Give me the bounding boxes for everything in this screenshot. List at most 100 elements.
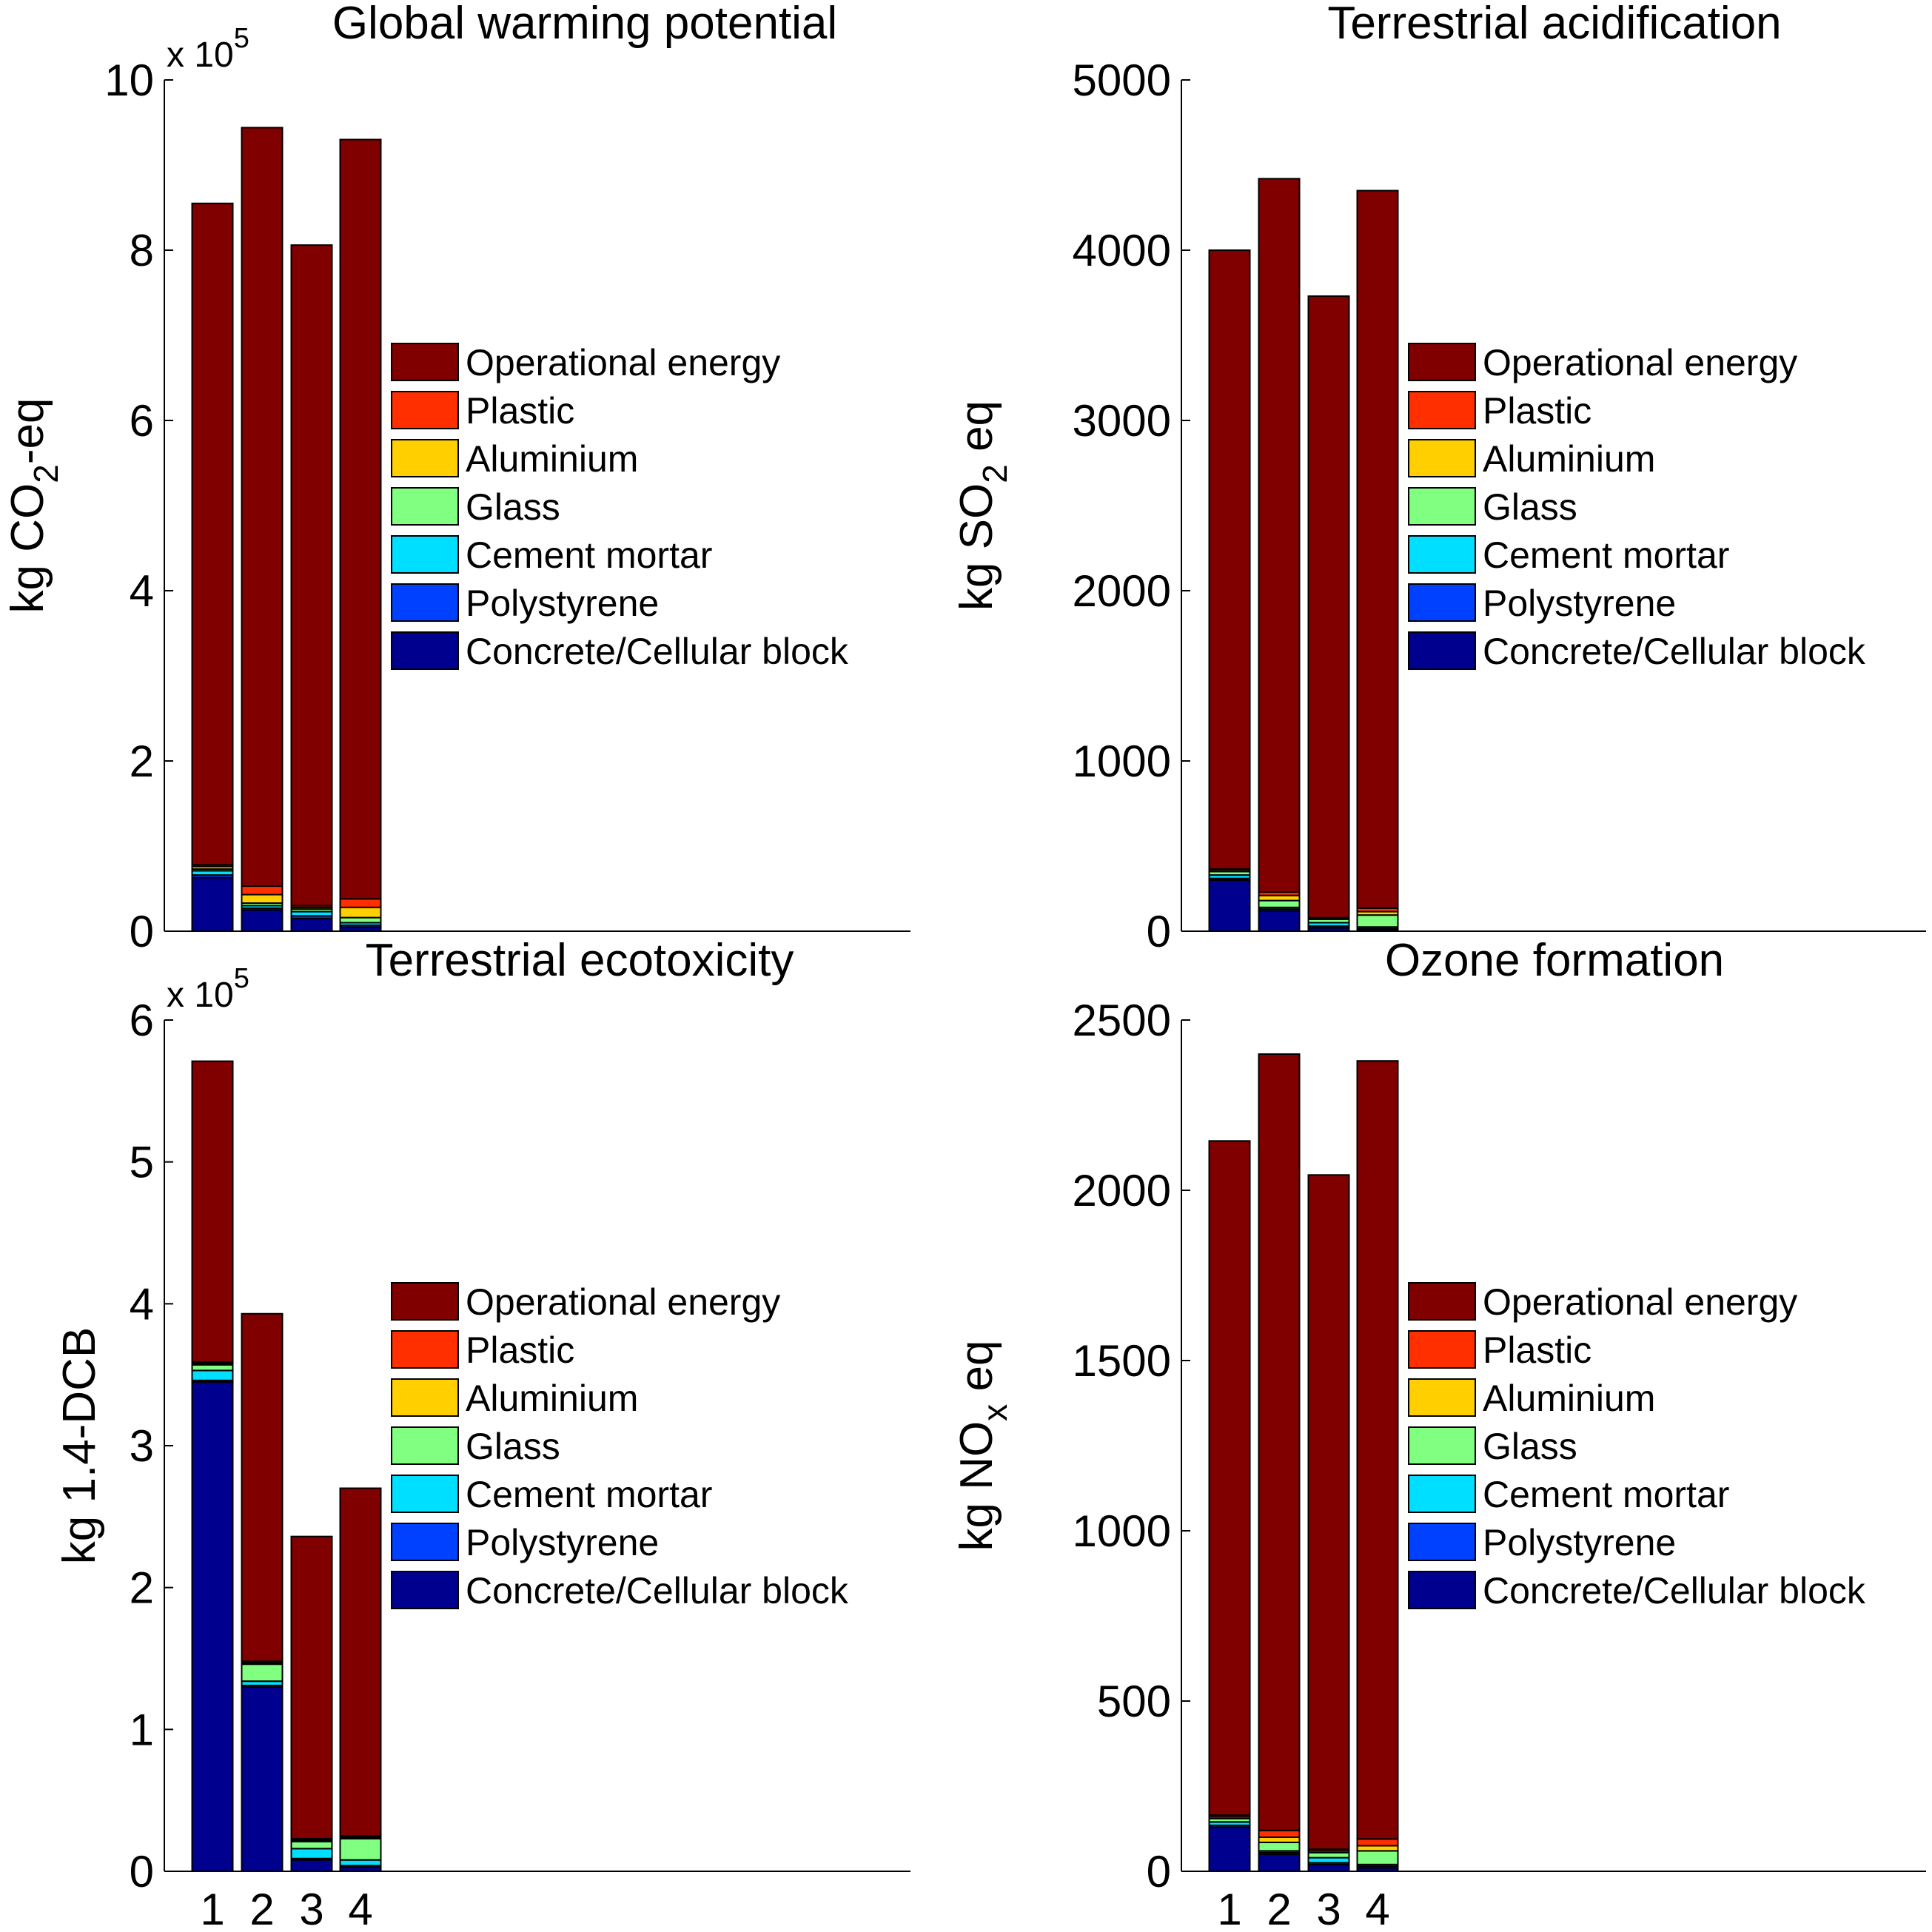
- y-tick-label: 0: [1147, 1847, 1171, 1896]
- legend-swatch: [1408, 1282, 1476, 1321]
- bar-segment: [1307, 1856, 1350, 1864]
- legend: Operational energy Plastic Aluminium Glass C…: [1408, 342, 1866, 672]
- chart-title: Terrestrial ecotoxicity: [366, 935, 794, 986]
- x-tick-label: 4: [348, 1885, 372, 1932]
- y-axis-label: kg CO2-eq: [2, 398, 65, 614]
- bar-segment: [241, 127, 284, 888]
- y-axis-label-tail: eq: [951, 1341, 1002, 1404]
- legend-label: Operational energy: [1483, 1281, 1797, 1323]
- y-axis-label: kg NOx eq: [951, 1341, 1014, 1552]
- axis-exponent-prefix: x 10: [167, 36, 234, 75]
- bar-segment: [339, 906, 382, 919]
- legend-label: Operational energy: [1483, 342, 1797, 383]
- bar-segment: [191, 202, 234, 866]
- bar-segment: [339, 138, 382, 900]
- y-tick-label: 500: [1097, 1677, 1171, 1726]
- y-tick-label: 4: [130, 1279, 154, 1329]
- legend-label: Plastic: [1483, 1329, 1591, 1371]
- y-tick-label: 0: [130, 907, 154, 956]
- legend-label: Concrete/Cellular block: [1483, 631, 1866, 672]
- legend: Operational energy Plastic Aluminium Glass C…: [1408, 1281, 1866, 1611]
- legend-label: Glass: [466, 486, 560, 528]
- y-axis-label-base: kg NO: [951, 1421, 1002, 1552]
- legend-label: Glass: [466, 1426, 560, 1467]
- legend-label: Glass: [1483, 486, 1577, 528]
- legend-swatch: [1408, 343, 1476, 381]
- legend-swatch: [391, 1330, 459, 1369]
- legend-label: Plastic: [466, 390, 574, 432]
- bar-segment: [241, 909, 284, 932]
- legend-swatch: [391, 1282, 459, 1321]
- axis-exponent: x 105: [167, 23, 249, 75]
- legend-label: Operational energy: [466, 1281, 780, 1323]
- chart-title: Terrestrial acidification: [1327, 0, 1781, 49]
- legend-swatch: [391, 583, 459, 622]
- x-tick-label: 2: [1267, 1885, 1291, 1932]
- bar-segment: [241, 1663, 284, 1683]
- x-tick-label: 1: [1217, 1885, 1241, 1932]
- legend-label: Concrete/Cellular block: [466, 631, 849, 672]
- y-tick-label: 0: [1147, 907, 1171, 956]
- bar-segment: [1258, 178, 1301, 893]
- bar-segment: [191, 1060, 234, 1363]
- bar-segment: [1258, 1854, 1301, 1872]
- bar-segment: [191, 1364, 234, 1372]
- axis-exponent-power: 5: [234, 963, 249, 994]
- y-axis-label-base: kg CO: [2, 483, 53, 614]
- legend-label: Cement mortar: [466, 534, 712, 576]
- y-tick-label: 5: [130, 1138, 154, 1187]
- legend-swatch: [1408, 439, 1476, 477]
- chart-panel: Global warming potential 0 2 4 6 8 10 x 105 kg C…: [2, 0, 910, 956]
- y-tick-label: 2000: [1073, 566, 1171, 616]
- y-tick-label: 1: [130, 1705, 154, 1754]
- y-tick-label: 4: [130, 566, 154, 616]
- y-axis-label: kg 1.4-DCB: [54, 1327, 105, 1564]
- y-axis-label-tail: -eq: [2, 398, 53, 465]
- bar-segment: [1208, 1140, 1251, 1817]
- bar-segment: [290, 1840, 333, 1850]
- y-tick-label: 2500: [1073, 996, 1171, 1045]
- bar-segment: [290, 1535, 333, 1839]
- legend: Operational energy Plastic Aluminium Glass C…: [391, 342, 849, 672]
- y-tick-label: 2: [130, 1563, 154, 1613]
- y-tick-label: 3000: [1073, 396, 1171, 446]
- x-tick-label: 1: [200, 1885, 224, 1932]
- bar-segment: [1307, 1174, 1350, 1851]
- legend-swatch: [391, 487, 459, 526]
- legend-swatch: [1408, 1426, 1476, 1465]
- legend-label: Concrete/Cellular block: [466, 1570, 849, 1611]
- y-tick-label: 0: [130, 1847, 154, 1896]
- x-tick-label: 2: [249, 1885, 274, 1932]
- bar-segment: [1307, 1851, 1350, 1859]
- legend-label: Aluminium: [1483, 1378, 1655, 1419]
- bar-segment: [1258, 1837, 1301, 1843]
- legend-label: Cement mortar: [466, 1474, 712, 1515]
- y-tick-label: 2: [130, 737, 154, 786]
- bar-segment: [1258, 910, 1301, 933]
- bar-segment: [1258, 1841, 1301, 1852]
- chart-panel: Ozone formation 0 500 1000 1500 2000 2500 kg NO…: [951, 935, 1926, 1932]
- y-axis-label-tail: eq: [951, 400, 1002, 464]
- legend-label: Polystyrene: [1483, 1522, 1676, 1563]
- bar-segment: [339, 898, 382, 908]
- legend-swatch: [391, 391, 459, 429]
- y-tick-label: 8: [130, 226, 154, 275]
- legend-label: Glass: [1483, 1426, 1577, 1467]
- legend-label: Polystyrene: [466, 583, 659, 624]
- y-tick-label: 3: [130, 1421, 154, 1471]
- bar-segment: [1307, 295, 1350, 919]
- bar-segment: [1356, 1850, 1399, 1865]
- axis-exponent: x 105: [167, 963, 249, 1015]
- legend-swatch: [1408, 1475, 1476, 1513]
- bar-segment: [339, 1859, 382, 1867]
- y-tick-label: 10: [104, 56, 154, 105]
- y-axis-label-base: kg SO: [951, 483, 1002, 611]
- y-tick-label: 4000: [1073, 226, 1171, 275]
- legend-swatch: [391, 1378, 459, 1417]
- legend-label: Polystyrene: [1483, 583, 1676, 624]
- bar-segment: [339, 916, 382, 924]
- y-axis-label-base: kg 1.4-DCB: [54, 1327, 105, 1564]
- y-axis-label: kg SO2 eq: [951, 400, 1014, 611]
